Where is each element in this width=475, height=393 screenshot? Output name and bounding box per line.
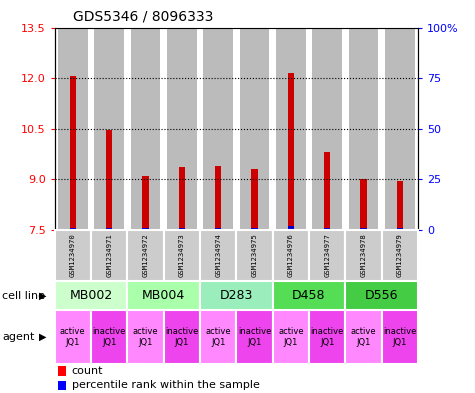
Bar bbox=[69, 76, 76, 230]
Text: active
JQ1: active JQ1 bbox=[351, 327, 376, 347]
Text: ▶: ▶ bbox=[39, 332, 47, 342]
Text: inactive
JQ1: inactive JQ1 bbox=[165, 327, 199, 347]
Text: GSM1234979: GSM1234979 bbox=[397, 233, 403, 277]
Bar bbox=[345, 281, 418, 310]
Text: inactive
JQ1: inactive JQ1 bbox=[93, 327, 126, 347]
Text: inactive
JQ1: inactive JQ1 bbox=[238, 327, 271, 347]
Bar bbox=[127, 310, 163, 364]
Bar bbox=[239, 28, 269, 230]
Text: active
JQ1: active JQ1 bbox=[133, 327, 158, 347]
Text: ▶: ▶ bbox=[39, 291, 47, 301]
Bar bbox=[237, 310, 273, 364]
Text: cell line: cell line bbox=[2, 291, 46, 301]
Bar bbox=[381, 230, 418, 281]
Bar bbox=[106, 228, 113, 230]
Text: GSM1234974: GSM1234974 bbox=[215, 233, 221, 277]
Bar bbox=[215, 166, 221, 230]
Text: GSM1234971: GSM1234971 bbox=[106, 233, 112, 277]
Bar bbox=[251, 228, 258, 230]
Bar bbox=[273, 281, 345, 310]
Text: GSM1234973: GSM1234973 bbox=[179, 233, 185, 277]
Bar bbox=[167, 28, 197, 230]
Text: D458: D458 bbox=[292, 289, 326, 302]
Bar bbox=[309, 230, 345, 281]
Bar bbox=[131, 28, 161, 230]
Bar bbox=[91, 310, 127, 364]
Text: GSM1234972: GSM1234972 bbox=[142, 233, 149, 277]
Bar bbox=[200, 281, 273, 310]
Bar bbox=[309, 310, 345, 364]
Text: GSM1234978: GSM1234978 bbox=[361, 233, 367, 277]
Bar bbox=[287, 73, 294, 230]
Bar bbox=[287, 226, 294, 230]
Bar bbox=[203, 28, 233, 230]
Bar bbox=[273, 310, 309, 364]
Bar bbox=[58, 380, 66, 390]
Bar bbox=[312, 28, 342, 230]
Bar bbox=[324, 228, 331, 230]
Bar bbox=[163, 230, 200, 281]
Bar bbox=[55, 281, 127, 310]
Text: GDS5346 / 8096333: GDS5346 / 8096333 bbox=[73, 9, 213, 24]
Bar bbox=[91, 230, 127, 281]
Bar bbox=[345, 310, 381, 364]
Text: agent: agent bbox=[2, 332, 35, 342]
Bar bbox=[127, 281, 200, 310]
Text: GSM1234976: GSM1234976 bbox=[288, 233, 294, 277]
Text: MB004: MB004 bbox=[142, 289, 185, 302]
Bar bbox=[397, 228, 403, 230]
Bar bbox=[127, 230, 163, 281]
Text: MB002: MB002 bbox=[69, 289, 113, 302]
Bar bbox=[142, 176, 149, 230]
Bar bbox=[163, 310, 200, 364]
Bar bbox=[179, 167, 185, 230]
Bar bbox=[397, 181, 403, 230]
Text: inactive
JQ1: inactive JQ1 bbox=[311, 327, 344, 347]
Text: GSM1234975: GSM1234975 bbox=[251, 233, 257, 277]
Text: active
JQ1: active JQ1 bbox=[205, 327, 231, 347]
Bar bbox=[69, 228, 76, 230]
Bar bbox=[215, 228, 221, 230]
Bar bbox=[360, 228, 367, 230]
Bar bbox=[381, 310, 418, 364]
Text: active
JQ1: active JQ1 bbox=[278, 327, 304, 347]
Bar bbox=[200, 230, 237, 281]
Bar bbox=[179, 228, 185, 230]
Bar bbox=[55, 230, 91, 281]
Bar bbox=[349, 28, 379, 230]
Text: inactive
JQ1: inactive JQ1 bbox=[383, 327, 417, 347]
Bar bbox=[58, 28, 88, 230]
Text: percentile rank within the sample: percentile rank within the sample bbox=[72, 380, 259, 390]
Bar bbox=[237, 230, 273, 281]
Bar bbox=[94, 28, 124, 230]
Bar bbox=[324, 152, 331, 230]
Text: GSM1234970: GSM1234970 bbox=[70, 233, 76, 277]
Bar bbox=[360, 179, 367, 230]
Bar bbox=[55, 310, 91, 364]
Text: D283: D283 bbox=[219, 289, 253, 302]
Bar bbox=[200, 310, 237, 364]
Text: D556: D556 bbox=[365, 289, 399, 302]
Bar bbox=[385, 28, 415, 230]
Bar bbox=[276, 28, 306, 230]
Text: GSM1234977: GSM1234977 bbox=[324, 233, 330, 277]
Bar bbox=[142, 228, 149, 230]
Bar bbox=[58, 366, 66, 376]
Bar bbox=[251, 169, 258, 230]
Bar bbox=[106, 130, 113, 230]
Text: count: count bbox=[72, 366, 103, 376]
Bar bbox=[345, 230, 381, 281]
Bar bbox=[273, 230, 309, 281]
Text: active
JQ1: active JQ1 bbox=[60, 327, 86, 347]
